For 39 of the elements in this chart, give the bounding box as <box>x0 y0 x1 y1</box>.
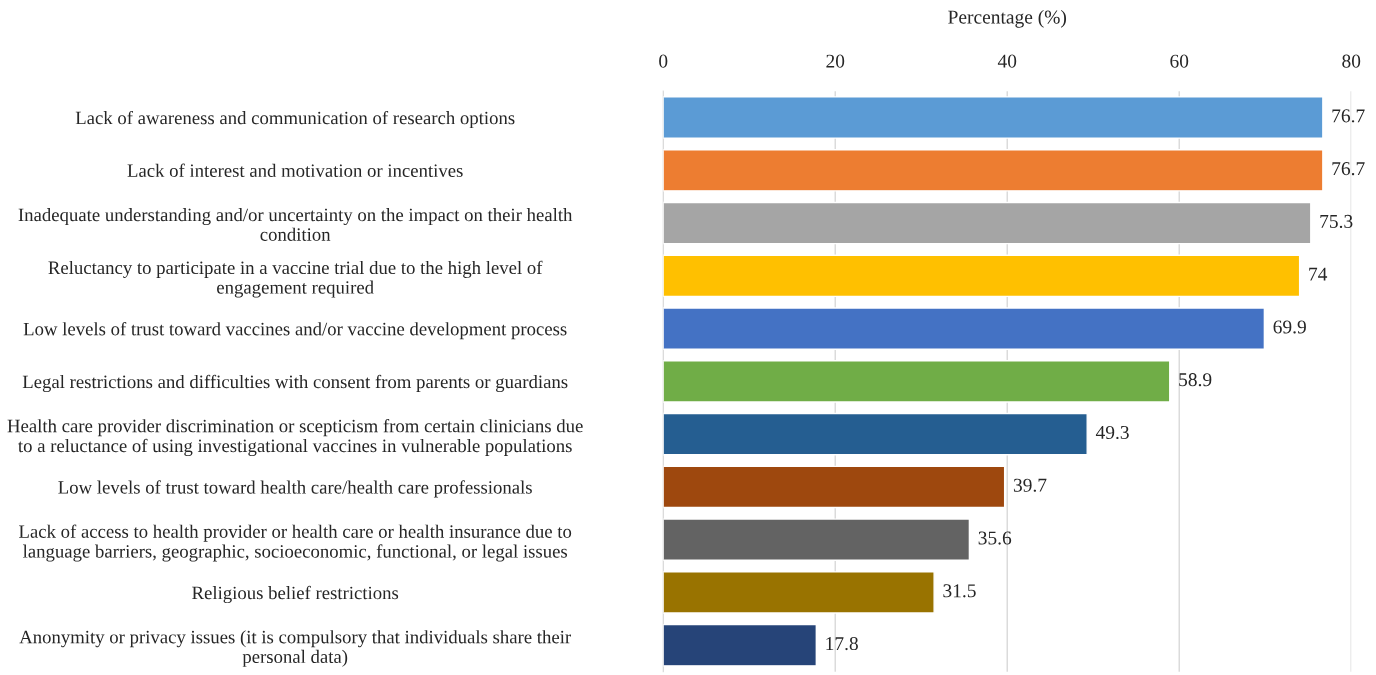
data-label: 74 <box>1309 267 1328 281</box>
y-tick-label: Legal restrictions and difficulties with consent from parents or guardians <box>22 374 568 393</box>
bar <box>663 96 1324 139</box>
bar <box>663 465 1006 509</box>
bar <box>663 571 935 614</box>
bar <box>663 201 1312 245</box>
x-tick-label: 20 <box>826 54 845 68</box>
data-label: 76.7 <box>1332 162 1365 176</box>
bar <box>663 623 818 667</box>
data-label: 17.8 <box>826 636 858 651</box>
y-tick-label: Health care provider discrimination or scepticism from certain clinicians due to a reluctance of using investigational vaccines in vulnerable populations <box>7 418 583 457</box>
data-label: 69.9 <box>1273 320 1306 334</box>
bar <box>663 360 1171 403</box>
y-tick-label: Inadequate understanding and/or uncertainty on the impact on their health condition <box>18 208 573 241</box>
data-label: 58.9 <box>1179 373 1212 387</box>
data-label: 75.3 <box>1320 214 1353 229</box>
bar <box>663 412 1088 456</box>
bar <box>663 254 1301 298</box>
bar <box>663 518 971 561</box>
data-label: 39.7 <box>1013 478 1047 492</box>
y-tick-label: Lack of interest and motivation or incentives <box>127 163 463 177</box>
bar <box>663 149 1324 192</box>
y-tick-label: Low levels of trust toward vaccines and/or vaccine development process <box>23 322 567 340</box>
data-label: 35.6 <box>978 531 1012 545</box>
y-tick-label: Lack of awareness and communication of research options <box>75 110 515 129</box>
x-tick-label: 40 <box>997 54 1017 68</box>
y-tick-label: Lack of access to health provider or health care or health insurance due to language barriers, geographic, socioeconomic, functional, or legal issues <box>19 524 572 562</box>
x-tick-label: 60 <box>1170 54 1189 68</box>
y-tick-label: Anonymity or privacy issues (it is compulsory that individuals share their personal data) <box>19 630 572 667</box>
bar <box>663 307 1266 350</box>
y-tick-label: Low levels of trust toward health care/health care professionals <box>58 480 532 498</box>
y-tick-label: Reluctancy to participate in a vaccine trial due to the high level of engagement required <box>48 260 543 298</box>
data-label: 49.3 <box>1095 425 1129 440</box>
data-label: 76.7 <box>1332 109 1365 123</box>
data-label: 31.5 <box>943 584 976 598</box>
y-tick-label: Religious belief restrictions <box>192 585 399 604</box>
x-tick-label: 0 <box>659 54 668 68</box>
x-axis-title: Percentage (%) <box>948 10 1067 28</box>
x-tick-label: 80 <box>1342 54 1361 68</box>
